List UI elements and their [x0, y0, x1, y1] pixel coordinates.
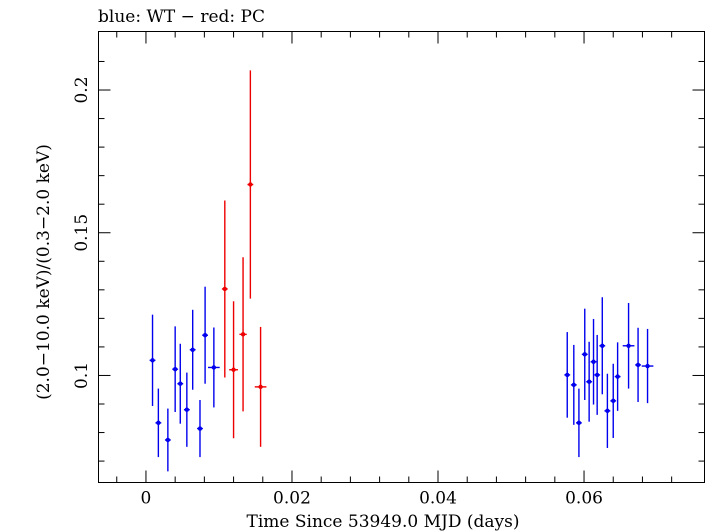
y-axis-label: (2.0−10.0 keV)/(0.3−2.0 keV)	[34, 144, 54, 400]
data-point	[202, 286, 209, 384]
point-marker	[197, 426, 203, 431]
point-marker	[645, 363, 650, 369]
data-point	[570, 344, 577, 425]
data-point	[586, 341, 593, 422]
point-marker	[184, 407, 190, 412]
x-tick-label: 0.04	[419, 489, 457, 509]
point-marker	[165, 437, 171, 443]
point-marker	[156, 420, 161, 426]
point-marker	[565, 372, 570, 378]
data-point	[172, 326, 179, 412]
x-tick-label: 0.02	[273, 489, 311, 509]
y-tick-label: 0.1	[72, 362, 92, 389]
data-point	[239, 257, 247, 412]
data-point	[564, 332, 571, 418]
point-marker	[202, 333, 208, 338]
data-point	[177, 343, 184, 424]
data-point	[594, 334, 601, 415]
data-series	[149, 70, 654, 472]
data-point	[590, 318, 597, 405]
point-marker	[222, 286, 228, 292]
point-marker	[600, 343, 605, 348]
series-wt	[149, 286, 654, 472]
point-marker	[605, 408, 610, 414]
y-tick-label: 0.15	[72, 214, 92, 252]
data-point	[229, 301, 238, 439]
point-marker	[240, 332, 246, 337]
data-point	[183, 372, 190, 447]
data-point	[197, 400, 203, 458]
data-point	[221, 200, 228, 378]
point-marker	[591, 359, 596, 364]
y-axis-ticks: 0.1 0.15 0.2	[72, 60, 705, 462]
point-marker	[635, 362, 641, 368]
x-axis-label: Time Since 53949.0 MJD (days)	[247, 512, 520, 532]
data-point	[208, 327, 220, 408]
point-marker	[178, 381, 183, 386]
data-point	[164, 408, 171, 472]
point-marker	[611, 398, 616, 404]
point-marker	[594, 372, 600, 378]
point-marker	[150, 358, 155, 363]
data-point	[610, 363, 617, 438]
x-axis-ticks: 0 0.02 0.04 0.06	[116, 31, 673, 509]
chart-title: blue: WT − red: PC	[98, 7, 265, 27]
point-marker	[626, 343, 631, 348]
data-point	[189, 309, 196, 390]
y-tick-label: 0.2	[72, 76, 92, 103]
point-marker	[576, 420, 582, 426]
point-marker	[586, 379, 592, 384]
data-point	[622, 302, 635, 389]
data-point	[149, 314, 156, 407]
data-point	[247, 70, 254, 299]
x-tick-label: 0	[141, 489, 152, 509]
data-point	[599, 297, 606, 395]
data-point	[581, 308, 588, 401]
data-point	[614, 342, 621, 411]
point-marker	[172, 366, 178, 372]
data-point	[641, 328, 654, 404]
point-marker	[615, 374, 620, 379]
point-marker	[211, 365, 217, 370]
data-point	[575, 388, 582, 458]
data-point	[604, 373, 611, 448]
point-marker	[258, 384, 263, 390]
series-pc	[221, 70, 267, 447]
point-marker	[190, 347, 195, 352]
data-point	[635, 327, 641, 403]
x-tick-label: 0.06	[565, 489, 603, 509]
point-marker	[248, 182, 253, 187]
point-marker	[231, 367, 236, 372]
point-marker	[571, 382, 577, 388]
data-point	[155, 388, 162, 458]
data-point	[254, 326, 267, 447]
point-marker	[582, 352, 587, 357]
